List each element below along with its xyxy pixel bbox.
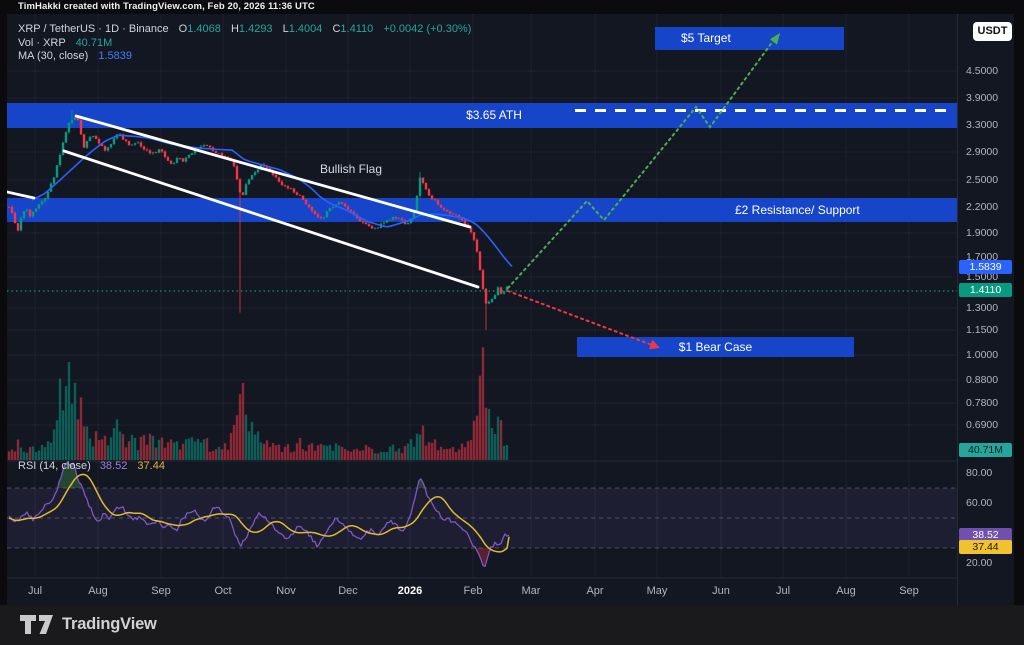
axis-tick-label: 3.9000	[966, 92, 999, 104]
attribution-text: TimHakki created with TradingView.com, F…	[18, 1, 315, 12]
time-axis-label: Jul	[27, 585, 43, 597]
ma-label[interactable]: MA (30, close)	[18, 50, 89, 62]
ath-band-label: $3.65 ATH	[466, 108, 522, 122]
tradingview-logo-text: TradingView	[62, 615, 157, 633]
high-value: 1.4293	[238, 23, 273, 35]
time-axis-label: Apr	[586, 585, 604, 597]
rsi-badge: 38.52	[959, 528, 1012, 542]
currency-toggle-badge[interactable]: USDT	[973, 22, 1012, 41]
axis-tick-label: 1.5000	[966, 271, 999, 283]
high-label: H	[230, 23, 239, 35]
axis-tick-label: 4.5000	[966, 65, 999, 77]
volume-value: 40.71M	[75, 36, 113, 49]
time-axis-label: Aug	[88, 585, 108, 597]
time-axis-label: Sep	[899, 585, 919, 597]
time-axis-label: Dec	[338, 585, 358, 597]
time-axis-label: May	[646, 585, 668, 597]
low-value: 1.4004	[288, 23, 323, 35]
axis-tick-label: 3.3000	[966, 119, 999, 131]
rsi-label[interactable]: RSI (14, close)	[18, 460, 91, 472]
tradingview-logo[interactable]: TradingView	[20, 615, 157, 634]
axis-tick-label: 20.00	[966, 557, 993, 569]
time-axis-label: Jul	[775, 585, 791, 597]
open-label: O	[178, 23, 188, 35]
ma-value: 1.5839	[98, 50, 133, 62]
axis-tick-label: 0.6900	[966, 419, 999, 431]
resistance-band-label: £2 Resistance/ Support	[735, 203, 860, 217]
change-value: +0.0042 (+0.30%)	[383, 23, 472, 35]
ma-row: MA (30, close) 1.5839	[18, 50, 471, 64]
axis-tick-label: 1.0000	[966, 349, 999, 361]
footer-bar: TradingView	[0, 605, 1024, 645]
rsi-legend: RSI (14, close) 38.52 37.44	[18, 460, 165, 472]
open-value: 1.4068	[187, 23, 221, 35]
symbol-title[interactable]: XRP / TetherUS · 1D · Binance	[18, 23, 169, 35]
chart-area[interactable]: $3.65 ATH £2 Resistance/ Support $5 Targ…	[7, 14, 957, 605]
axis-tick-label: 2.5000	[966, 174, 999, 186]
time-axis-label: Feb	[463, 585, 483, 597]
time-axis-label: Jun	[712, 585, 730, 597]
rsi-ma-badge: 37.44	[959, 540, 1012, 554]
axis-tick-label: 1.9000	[966, 227, 999, 239]
axis-tick-label: 60.00	[966, 497, 993, 509]
target-banner: $5 Target	[655, 27, 844, 50]
low-label: L	[282, 23, 289, 35]
time-axis-label: Sep	[151, 585, 171, 597]
volume-label[interactable]: Vol · XRP	[18, 36, 66, 49]
close-value: 1.4110	[340, 23, 374, 35]
rsi-ma-value: 37.44	[137, 460, 165, 472]
rsi-value: 38.52	[99, 460, 128, 472]
axis-tick-label: 0.8800	[966, 374, 999, 386]
chart-canvas[interactable]	[7, 14, 957, 605]
close-label: C	[332, 23, 341, 35]
time-axis-label: Aug	[836, 585, 856, 597]
volume-badge: 40.71M	[959, 443, 1012, 457]
axis-tick-label: 1.1500	[966, 324, 999, 336]
price-axis[interactable]: 4.5000 3.9000 3.3000 2.9000 2.5000 2.2000 1.90…	[957, 14, 1014, 605]
bear-case-banner: $1 Bear Case	[577, 337, 854, 357]
last-price-badge: 1.4110	[959, 283, 1012, 297]
axis-tick-label: 0.7800	[966, 397, 999, 409]
bullish-flag-label: Bullish Flag	[319, 162, 383, 176]
volume-row: Vol · XRP 40.71M	[18, 37, 471, 51]
time-axis-label: 2026	[397, 585, 423, 597]
time-axis-label: Nov	[276, 585, 296, 597]
time-axis-label: Oct	[214, 585, 232, 597]
axis-tick-label: 80.00	[966, 467, 993, 479]
axis-tick-label: 2.9000	[966, 146, 999, 158]
legend: XRP / TetherUS · 1D · Binance O1.4068 H1…	[18, 23, 471, 64]
time-axis-label: Mar	[521, 585, 541, 597]
symbol-row: XRP / TetherUS · 1D · Binance O1.4068 H1…	[18, 23, 471, 37]
time-axis[interactable]: Jul Aug Sep Oct Nov Dec 2026 Feb Mar Apr May Jun Jul…	[7, 585, 957, 605]
ma-price-badge: 1.5839	[959, 260, 1012, 274]
tradingview-logo-icon	[20, 615, 53, 634]
axis-tick-label: 1.3000	[966, 302, 999, 314]
axis-tick-label: 2.2000	[966, 201, 999, 213]
